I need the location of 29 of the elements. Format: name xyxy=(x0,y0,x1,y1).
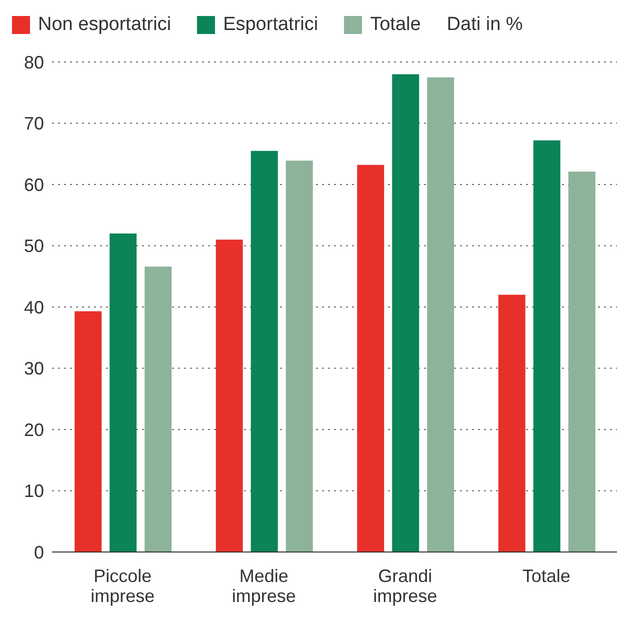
bar xyxy=(250,150,278,552)
bar xyxy=(392,74,420,552)
legend-label: Esportatrici xyxy=(223,14,318,36)
bar xyxy=(286,160,313,552)
y-tick-label: 30 xyxy=(24,358,44,379)
bar xyxy=(533,140,560,552)
legend-label: Non esportatrici xyxy=(38,14,172,36)
legend-label: Totale xyxy=(370,14,421,36)
bar xyxy=(357,164,384,552)
bar xyxy=(74,311,102,552)
text: Dati in % xyxy=(446,14,523,36)
bar xyxy=(110,234,137,552)
bar xyxy=(216,240,243,552)
bar xyxy=(568,172,596,552)
y-tick-label: 70 xyxy=(24,114,44,134)
y-tick-label: 0 xyxy=(34,542,44,562)
y-tick-label: 20 xyxy=(24,420,44,440)
x-tick-label: Piccole imprese xyxy=(90,566,155,606)
y-tick-label: 80 xyxy=(24,52,44,72)
x-tick-label: Totale xyxy=(522,566,570,586)
y-tick-label: 40 xyxy=(24,297,44,318)
y-tick-label: 50 xyxy=(24,236,44,256)
bar xyxy=(427,77,454,552)
x-tick-label: Medie imprese xyxy=(232,566,296,606)
x-tick-label: Grandi imprese xyxy=(373,566,438,606)
y-tick-label: 60 xyxy=(24,174,44,195)
bar xyxy=(498,294,526,552)
bar xyxy=(144,266,172,552)
y-tick-label: 10 xyxy=(24,481,44,502)
